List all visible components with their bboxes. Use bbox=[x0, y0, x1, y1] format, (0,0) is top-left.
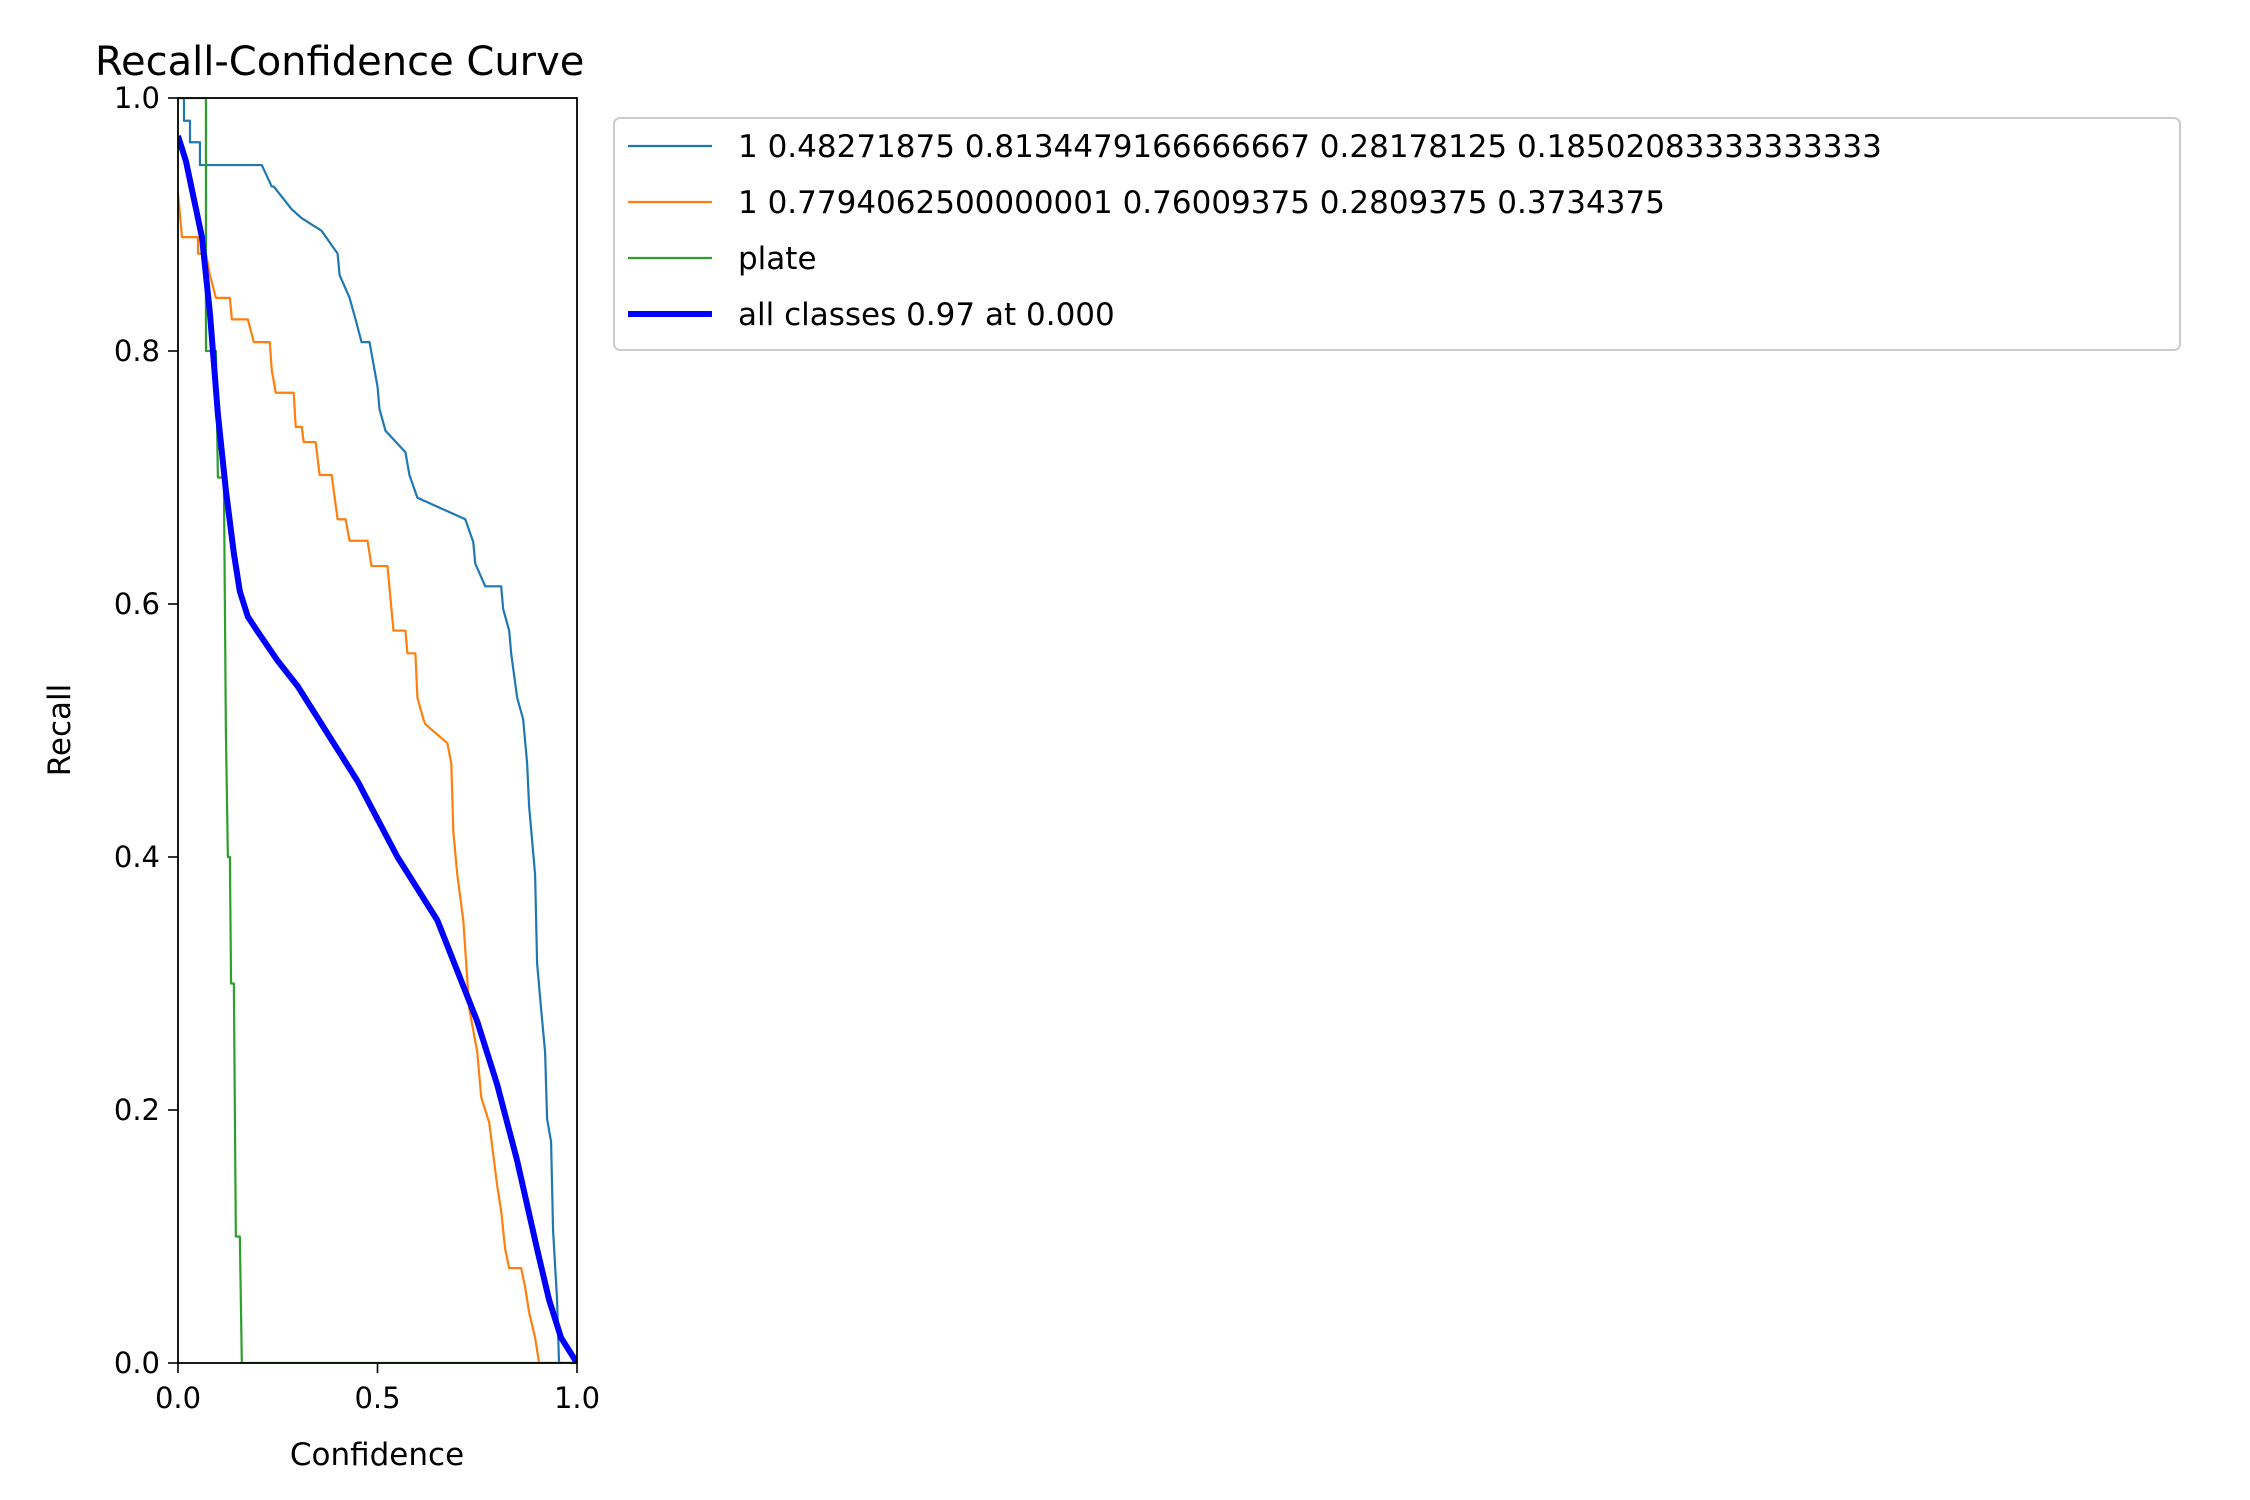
y-tick-label: 0.2 bbox=[114, 1093, 160, 1127]
x-tick-label: 0.0 bbox=[155, 1381, 201, 1415]
series-line-4 bbox=[178, 135, 577, 1363]
x-tick-label: 1.0 bbox=[554, 1381, 600, 1415]
y-axis: 0.0 0.2 0.4 0.6 0.8 1.0 bbox=[114, 81, 178, 1380]
x-axis-label: Confidence bbox=[290, 1437, 464, 1473]
y-tick-label: 0.4 bbox=[114, 840, 160, 874]
series-line-1 bbox=[178, 98, 577, 1363]
x-tick-label: 0.5 bbox=[354, 1381, 400, 1415]
legend-entry-label: 1 0.48271875 0.8134479166666667 0.281781… bbox=[738, 129, 1882, 165]
plot-area bbox=[178, 98, 577, 1363]
series-line-2 bbox=[178, 192, 577, 1363]
y-axis-label: Recall bbox=[42, 684, 78, 777]
x-axis: 0.0 0.5 1.0 bbox=[155, 1363, 600, 1415]
y-tick-label: 0.0 bbox=[114, 1346, 160, 1380]
legend-box bbox=[613, 117, 2181, 351]
y-tick-label: 1.0 bbox=[114, 81, 160, 115]
legend-entry-label: plate bbox=[738, 241, 817, 277]
y-tick-label: 0.6 bbox=[114, 587, 160, 621]
legend-entry-label: 1 0.7794062500000001 0.76009375 0.280937… bbox=[738, 185, 1665, 221]
series-line-3 bbox=[178, 98, 577, 1363]
chart-title: Recall-Confidence Curve bbox=[95, 39, 584, 85]
legend: 1 0.48271875 0.8134479166666667 0.281781… bbox=[613, 117, 2181, 351]
legend-entry-label: all classes 0.97 at 0.000 bbox=[738, 297, 1115, 333]
y-tick-label: 0.8 bbox=[114, 334, 160, 368]
